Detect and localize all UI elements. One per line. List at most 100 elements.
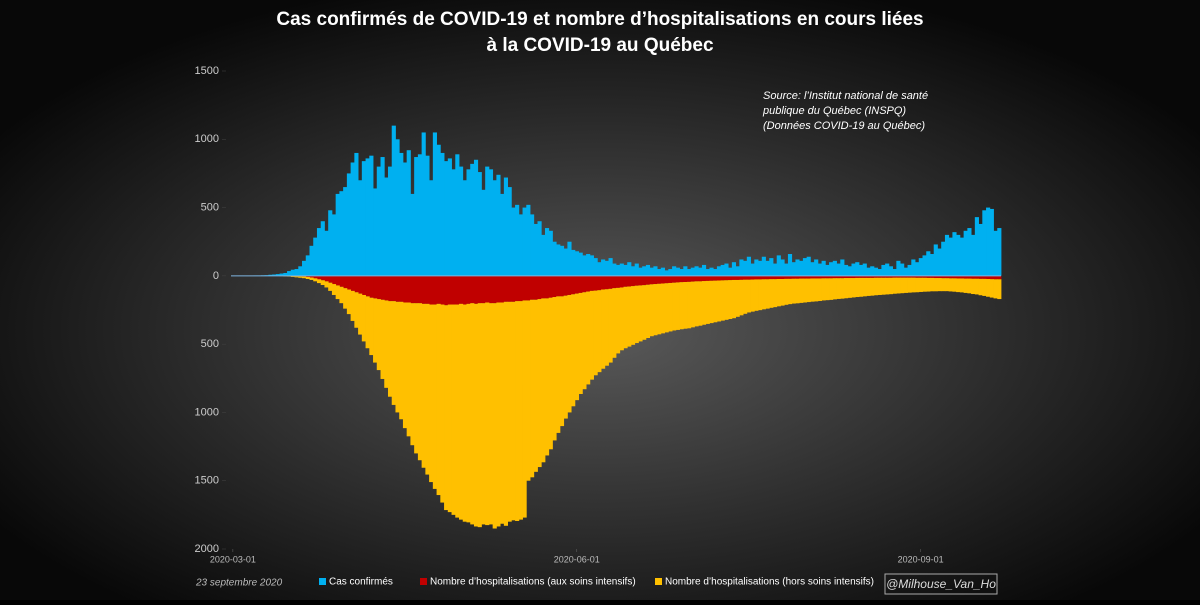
bar (354, 292, 358, 328)
bar (956, 235, 960, 276)
bar (706, 269, 710, 276)
bar (549, 298, 553, 450)
bar (810, 262, 814, 276)
bar (795, 259, 799, 275)
bar (732, 262, 736, 276)
bar (609, 289, 613, 363)
bar (743, 261, 747, 276)
y-tick-label: 2000 (195, 543, 219, 555)
bar (638, 276, 642, 286)
bar (612, 264, 616, 276)
bar (665, 276, 669, 283)
bar (713, 269, 717, 276)
bar (706, 276, 710, 281)
bar (466, 276, 470, 304)
bar (616, 265, 620, 276)
bar (732, 276, 736, 280)
bar (949, 238, 953, 276)
bar (687, 269, 691, 276)
bar (982, 210, 986, 276)
bar (620, 264, 624, 276)
bar (496, 175, 500, 276)
bar (452, 169, 456, 276)
bar (657, 284, 661, 335)
bar (990, 209, 994, 276)
bar (960, 238, 964, 276)
bar (597, 290, 601, 372)
bar (859, 265, 863, 276)
bar (354, 276, 358, 292)
bar (635, 276, 639, 286)
bar (339, 276, 343, 287)
bar (519, 301, 523, 520)
bar (448, 276, 452, 305)
bar (919, 278, 923, 292)
bar (373, 276, 377, 299)
bar (358, 180, 362, 276)
bar (646, 276, 650, 285)
bar (874, 268, 878, 276)
bar (717, 276, 721, 281)
bar (702, 265, 706, 276)
bar (575, 276, 579, 294)
bar (594, 291, 598, 376)
bar (769, 258, 773, 276)
y-tick-label: 0 (213, 270, 219, 282)
bar (784, 264, 788, 276)
bar (657, 269, 661, 276)
bar (997, 228, 1001, 276)
bar (470, 276, 474, 303)
bar (534, 276, 538, 300)
bar (489, 276, 493, 303)
bar (526, 205, 530, 276)
bar (354, 153, 358, 276)
bar (470, 164, 474, 276)
bar (433, 305, 437, 489)
bar (425, 276, 429, 304)
bar (732, 280, 736, 318)
bar (545, 298, 549, 455)
bar (627, 262, 631, 276)
bar (556, 296, 560, 433)
bar (459, 167, 463, 276)
bar (620, 287, 624, 350)
bar (934, 244, 938, 275)
bar (538, 299, 542, 467)
bar (366, 158, 370, 275)
bar (309, 277, 313, 279)
bar (605, 276, 609, 289)
bar (616, 276, 620, 288)
bar (463, 180, 467, 276)
legend-swatch (420, 578, 427, 585)
bar (881, 265, 885, 276)
bar (478, 172, 482, 276)
bar (728, 268, 732, 276)
bar (493, 303, 497, 528)
bar (650, 284, 654, 336)
bar (908, 278, 912, 293)
bar (997, 276, 1001, 279)
source-note: publique du Québec (INSPQ) (762, 105, 906, 117)
bar (680, 276, 684, 282)
bar (623, 287, 627, 348)
bar (833, 278, 837, 299)
bar (474, 304, 478, 527)
bar (893, 269, 897, 276)
bar (979, 224, 983, 276)
bar (597, 276, 601, 290)
bar (736, 280, 740, 317)
bar (384, 178, 388, 276)
bar (706, 281, 710, 324)
bar (919, 258, 923, 276)
bar (691, 268, 695, 276)
bar (795, 279, 799, 304)
bar (560, 246, 564, 276)
bar (463, 276, 467, 305)
bar (945, 278, 949, 291)
bar (702, 281, 706, 325)
bar (538, 276, 542, 299)
bar (691, 276, 695, 282)
bar (519, 214, 523, 275)
bar (373, 188, 377, 275)
bar (444, 276, 448, 305)
